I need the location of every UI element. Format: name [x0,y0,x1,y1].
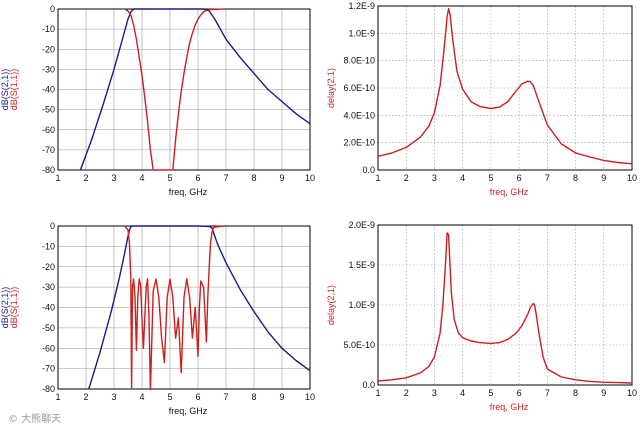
x-tick-label: 2 [404,173,409,183]
x-tick-label: 10 [627,388,637,398]
x-tick-label: 8 [573,173,578,183]
y-label-s11: dB(S(1,1)) [9,287,19,329]
y-axis-label: dB(S(2,1))dB(S(1,1)) [0,287,19,329]
y-tick-label: -10 [42,24,55,34]
y-tick-label: 1.2E-9 [348,1,375,11]
y-tick-label: 5.0E-10 [343,340,375,350]
x-tick-label: 6 [195,392,200,402]
x-tick-label: 8 [251,173,256,183]
y-tick-label: 0 [50,4,55,14]
y-tick-label: -20 [42,44,55,54]
y-tick-label: 1.0E-9 [348,28,375,38]
chart-panel-1: 1 2 3 4 5 6 7 8 9 10 0 -10 -20 -30 -40 -50 -60 -70 -80 freq… [0,4,315,197]
y-tick-label: -80 [42,384,55,394]
y-tick-label: -50 [42,105,55,115]
y-tick-label: 6.0E-10 [343,83,375,93]
x-tick-label: 4 [139,173,144,183]
y-tick-label: 0.0 [362,380,375,390]
chart-panel-2: 1 2 3 4 5 6 7 8 9 10 0.0 2.0E-10 4.0E-10 6.0E-10 8.0E-… [326,1,637,197]
x-tick-label: 1 [55,392,60,402]
series-line-db-s-1-1- [124,8,227,171]
x-tick-label: 8 [251,392,256,402]
x-axis-label: freq, GHz [490,402,529,412]
chart-panel-3: 1 2 3 4 5 6 7 8 9 10 0 -10 -20 -30 -40 -50 -60 -70 -80 freq… [0,221,315,416]
x-tick-label: 10 [305,173,315,183]
y-tick-label: -30 [42,64,55,74]
x-tick-label: 5 [488,388,493,398]
x-tick-label: 3 [111,392,116,402]
x-tick-label: 6 [517,388,522,398]
y-tick-label: -70 [42,364,55,374]
chart-panel-4: 1 2 3 4 5 6 7 8 9 10 0.0 5.0E-10 1.0E-9 1.5E-9 2.0E-9 f… [326,220,637,412]
x-tick-label: 6 [195,173,200,183]
y-tick-label: -60 [42,125,55,135]
y-label-s21: dB(S(2,1)) [0,287,10,329]
y-tick-label: 1.5E-9 [348,260,375,270]
x-tick-label: 4 [460,388,465,398]
x-tick-label: 5 [488,173,493,183]
y-tick-label: 2.0E-9 [348,220,375,230]
x-tick-label: 10 [627,173,637,183]
y-tick-label: -50 [42,323,55,333]
x-tick-label: 9 [279,392,284,402]
x-axis-label: freq, GHz [490,187,529,197]
x-tick-label: 5 [167,392,172,402]
x-tick-label: 4 [139,392,144,402]
x-tick-label: 2 [83,173,88,183]
y-tick-label: -40 [42,85,55,95]
y-axis-label: delay(2,1) [326,68,336,108]
x-tick-label: 9 [279,173,284,183]
series-line-delay-2-1- [378,7,632,165]
x-tick-label: 2 [404,388,409,398]
x-tick-label: 7 [223,392,228,402]
x-tick-label: 3 [111,173,116,183]
x-tick-label: 8 [573,388,578,398]
y-axis-label: dB(S(2,1))dB(S(1,1)) [0,69,19,111]
watermark: © 大熊聊天 [8,414,62,425]
y-tick-label: -40 [42,303,55,313]
y-tick-label: -60 [42,343,55,353]
series-line-db-s-2-1- [79,8,310,171]
x-tick-label: 1 [55,173,60,183]
series-line-delay-2-1- [378,232,632,384]
plot-frame [377,224,633,386]
x-tick-label: 3 [432,173,437,183]
x-tick-label: 3 [432,388,437,398]
x-tick-label: 7 [223,173,228,183]
x-tick-label: 1 [375,388,380,398]
y-label-s21: dB(S(2,1)) [0,69,10,111]
y-tick-label: 2.0E-10 [343,138,375,148]
x-tick-label: 7 [545,173,550,183]
y-tick-label: 0.0 [362,165,375,175]
x-tick-label: 4 [460,173,465,183]
y-axis-label: delay(2,1) [326,285,336,325]
x-tick-label: 9 [601,173,606,183]
x-tick-label: 6 [517,173,522,183]
x-axis-label: freq, GHz [169,187,208,197]
x-tick-label: 9 [601,388,606,398]
y-tick-label: 4.0E-10 [343,110,375,120]
y-tick-label: 0 [50,221,55,231]
y-tick-label: -70 [42,145,55,155]
x-axis-label: freq, GHz [169,406,208,416]
y-tick-label: -20 [42,262,55,272]
y-tick-label: 1.0E-9 [348,300,375,310]
plot-frame [377,5,633,171]
series-line-db-s-2-1- [88,225,310,390]
x-tick-label: 2 [83,392,88,402]
y-tick-label: -30 [42,282,55,292]
x-tick-label: 5 [167,173,172,183]
y-tick-label: -10 [42,241,55,251]
y-tick-label: 8.0E-10 [343,56,375,66]
series-line-db-s-1-1- [124,225,227,390]
x-tick-label: 10 [305,392,315,402]
y-tick-label: -80 [42,165,55,175]
x-tick-label: 1 [375,173,380,183]
x-tick-label: 7 [545,388,550,398]
y-label-s11: dB(S(1,1)) [9,69,19,111]
